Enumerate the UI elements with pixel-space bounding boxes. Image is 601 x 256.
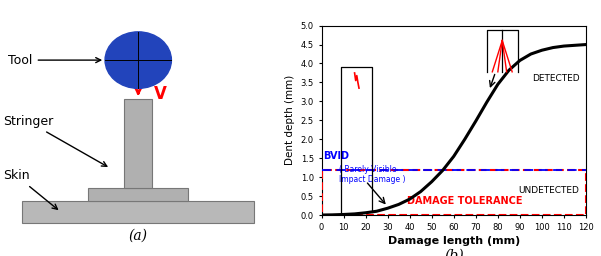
Circle shape: [105, 32, 171, 88]
Text: (a): (a): [129, 229, 148, 243]
Y-axis label: Dent depth (mm): Dent depth (mm): [285, 75, 295, 165]
Text: UNDETECTED: UNDETECTED: [519, 186, 579, 195]
FancyBboxPatch shape: [124, 99, 152, 188]
Bar: [322, 169, 586, 215]
Text: V: V: [153, 85, 166, 103]
Text: (b): (b): [444, 249, 463, 256]
Text: Tool: Tool: [8, 54, 101, 67]
Text: DETECTED: DETECTED: [532, 74, 579, 83]
FancyBboxPatch shape: [88, 188, 188, 201]
Text: BVID: BVID: [323, 151, 349, 161]
FancyBboxPatch shape: [22, 201, 254, 223]
Text: DAMAGE TOLERANCE: DAMAGE TOLERANCE: [407, 196, 522, 206]
X-axis label: Damage length (mm): Damage length (mm): [388, 236, 520, 246]
Text: Skin: Skin: [3, 169, 58, 209]
Text: Stringer: Stringer: [3, 115, 107, 166]
Text: ( Barely Visible
Impact Damage ): ( Barely Visible Impact Damage ): [339, 165, 406, 184]
